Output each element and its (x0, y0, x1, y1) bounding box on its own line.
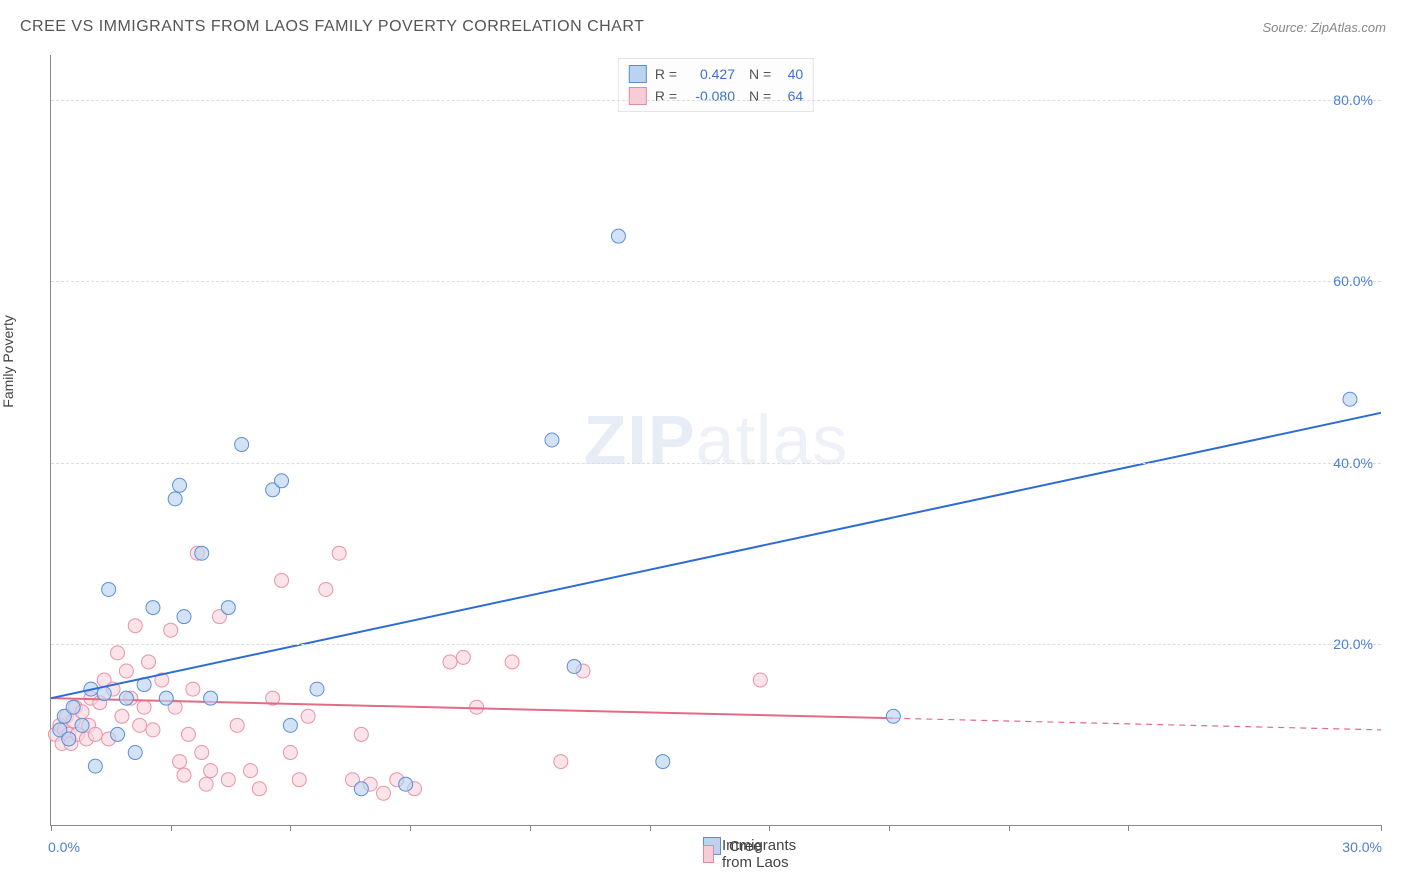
data-point-laos (301, 709, 315, 723)
data-point-cree (88, 759, 102, 773)
data-point-laos (354, 727, 368, 741)
data-point-laos (181, 727, 195, 741)
x-tick (1128, 825, 1129, 831)
data-point-cree (567, 659, 581, 673)
data-point-laos (199, 777, 213, 791)
y-tick-label: 20.0% (1333, 636, 1373, 652)
plot-area: ZIPatlas R = 0.427 N = 40 R = -0.080 N =… (50, 55, 1381, 826)
data-point-laos (115, 709, 129, 723)
y-tick-label: 60.0% (1333, 273, 1373, 289)
x-tick (171, 825, 172, 831)
data-point-laos (128, 619, 142, 633)
data-point-laos (142, 655, 156, 669)
legend-row-cree: R = 0.427 N = 40 (629, 63, 803, 85)
data-point-cree (221, 601, 235, 615)
data-point-cree (275, 474, 289, 488)
data-point-cree (545, 433, 559, 447)
x-tick (1009, 825, 1010, 831)
data-point-cree (204, 691, 218, 705)
data-point-cree (283, 718, 297, 732)
data-point-laos (173, 755, 187, 769)
legend-item: Immigrants from Laos (703, 837, 803, 871)
x-tick (290, 825, 291, 831)
x-tick-label: 30.0% (1342, 839, 1382, 855)
data-point-laos (186, 682, 200, 696)
data-point-laos (332, 546, 346, 560)
data-point-laos (137, 700, 151, 714)
data-point-cree (886, 709, 900, 723)
source-attribution: Source: ZipAtlas.com (1262, 20, 1386, 35)
data-point-cree (128, 746, 142, 760)
data-point-cree (656, 755, 670, 769)
data-point-cree (173, 478, 187, 492)
data-point-laos (119, 664, 133, 678)
data-point-laos (195, 746, 209, 760)
x-tick (1381, 825, 1382, 831)
chart-svg (51, 55, 1381, 825)
data-point-cree (146, 601, 160, 615)
data-point-laos (456, 650, 470, 664)
data-point-laos (292, 773, 306, 787)
data-point-cree (75, 718, 89, 732)
swatch-laos (629, 87, 647, 105)
data-point-laos (753, 673, 767, 687)
data-point-cree (310, 682, 324, 696)
trend-line-cree (51, 413, 1381, 698)
data-point-laos (554, 755, 568, 769)
chart-title: CREE VS IMMIGRANTS FROM LAOS FAMILY POVE… (20, 18, 644, 36)
gridline (51, 463, 1381, 464)
data-point-laos (221, 773, 235, 787)
swatch-cree (629, 65, 647, 83)
legend-label: Immigrants from Laos (722, 837, 803, 871)
data-point-laos (283, 746, 297, 760)
data-point-laos (443, 655, 457, 669)
data-point-cree (168, 492, 182, 506)
x-tick (51, 825, 52, 831)
data-point-cree (235, 438, 249, 452)
data-point-cree (159, 691, 173, 705)
data-point-cree (62, 732, 76, 746)
data-point-laos (244, 764, 258, 778)
legend-row-laos: R = -0.080 N = 64 (629, 85, 803, 107)
data-point-cree (111, 727, 125, 741)
data-point-cree (611, 229, 625, 243)
correlation-legend: R = 0.427 N = 40 R = -0.080 N = 64 (618, 58, 814, 112)
data-point-laos (252, 782, 266, 796)
data-point-cree (102, 582, 116, 596)
gridline (51, 281, 1381, 282)
data-point-laos (177, 768, 191, 782)
x-tick (530, 825, 531, 831)
data-point-cree (1343, 392, 1357, 406)
gridline (51, 644, 1381, 645)
data-point-laos (505, 655, 519, 669)
data-point-laos (111, 646, 125, 660)
trend-line-dashed-laos (893, 718, 1381, 730)
data-point-laos (133, 718, 147, 732)
x-tick (889, 825, 890, 831)
legend-swatch (703, 845, 714, 863)
y-axis-label: Family Poverty (0, 315, 16, 408)
data-point-cree (66, 700, 80, 714)
data-point-cree (177, 610, 191, 624)
data-point-cree (119, 691, 133, 705)
data-point-laos (230, 718, 244, 732)
data-point-laos (204, 764, 218, 778)
gridline (51, 100, 1381, 101)
y-tick-label: 40.0% (1333, 455, 1373, 471)
data-point-laos (319, 582, 333, 596)
x-tick (769, 825, 770, 831)
x-tick-label: 0.0% (48, 839, 80, 855)
data-point-laos (377, 786, 391, 800)
x-tick (410, 825, 411, 831)
data-point-cree (195, 546, 209, 560)
data-point-laos (275, 573, 289, 587)
data-point-cree (354, 782, 368, 796)
data-point-cree (399, 777, 413, 791)
data-point-laos (146, 723, 160, 737)
x-tick (650, 825, 651, 831)
data-point-laos (164, 623, 178, 637)
data-point-laos (88, 727, 102, 741)
y-tick-label: 80.0% (1333, 92, 1373, 108)
